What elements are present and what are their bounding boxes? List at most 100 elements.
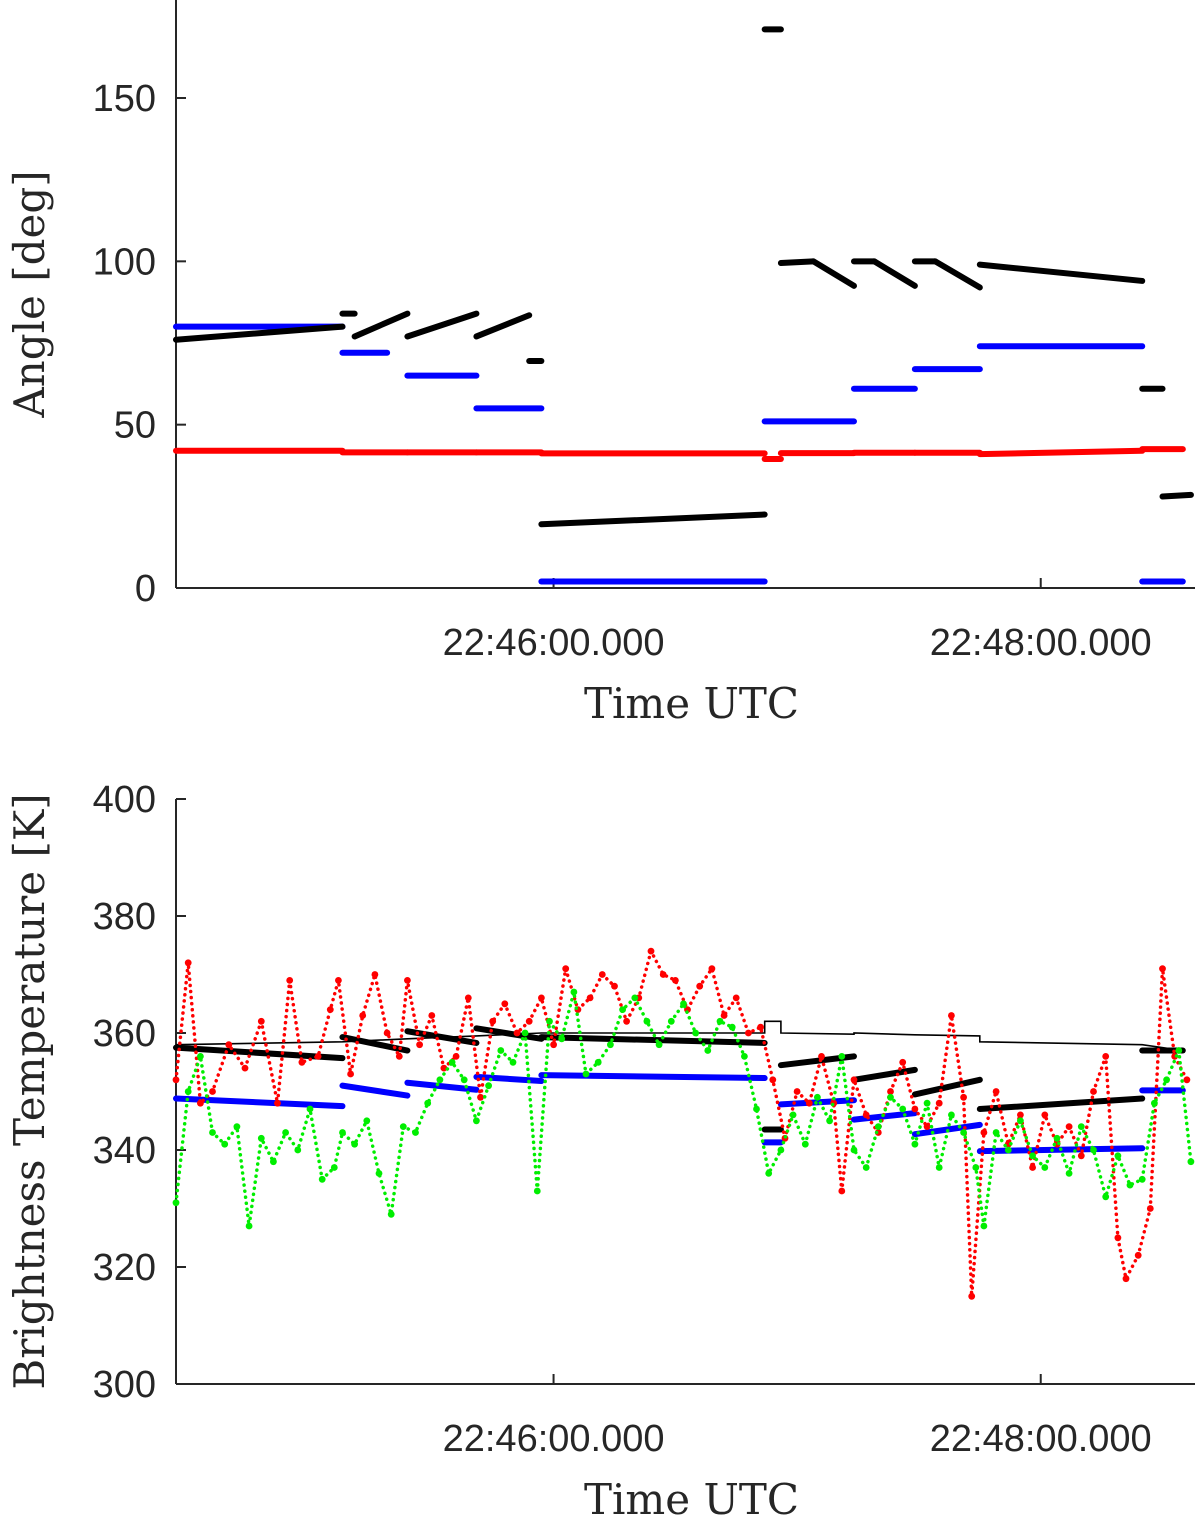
green-series-point xyxy=(911,1140,919,1148)
red-series-point xyxy=(477,1093,484,1101)
red-series-point xyxy=(850,1076,858,1084)
black-series-segment xyxy=(1159,491,1194,500)
red-series-point xyxy=(371,971,379,978)
green-series-point xyxy=(655,1041,663,1049)
black-series-segment xyxy=(173,323,346,343)
green-series-point xyxy=(1090,1146,1097,1154)
green-series-point xyxy=(485,1082,492,1090)
red-series-point xyxy=(335,977,342,984)
green-series-point xyxy=(460,1076,468,1084)
red-series-point xyxy=(197,1099,204,1107)
red-series-point xyxy=(1122,1275,1130,1283)
green-series-point xyxy=(448,1058,456,1066)
red-series-point xyxy=(440,1064,448,1072)
y-tick-label: 100 xyxy=(93,241,156,283)
red-series-point xyxy=(838,1187,846,1195)
green-series-point xyxy=(801,1140,809,1148)
green-series-point xyxy=(570,988,578,996)
x-tick-label: 22:48:00.000 xyxy=(930,622,1152,664)
x-axis-label: Time UTC xyxy=(584,1475,799,1518)
green-series-point xyxy=(257,1134,265,1142)
red-series-point xyxy=(452,1053,460,1060)
green-series-point xyxy=(1004,1146,1012,1154)
green-series-point xyxy=(184,1088,192,1095)
y-tick-label: 380 xyxy=(93,896,156,938)
green-series-point xyxy=(1151,1099,1158,1107)
red-series-point xyxy=(501,1000,509,1008)
plot-area xyxy=(172,947,1195,1300)
green-series-point xyxy=(1102,1193,1110,1201)
green-series-point xyxy=(1163,1076,1170,1084)
green-series-point xyxy=(318,1175,326,1183)
red-series-point xyxy=(1159,965,1166,973)
green-series-point xyxy=(594,1058,602,1066)
red-series-point xyxy=(1029,1164,1036,1171)
red-series-point xyxy=(525,1017,533,1025)
red-series-point xyxy=(1134,1251,1142,1259)
black-series-segment xyxy=(976,1095,1146,1113)
green-series-point xyxy=(667,1017,675,1025)
red-series-point xyxy=(793,1088,801,1095)
plot-area xyxy=(173,26,1194,585)
red-series-point xyxy=(696,982,704,990)
black-series-segment xyxy=(911,1076,983,1098)
y-tick-label: 300 xyxy=(93,1364,156,1406)
green-series-point xyxy=(960,1129,967,1136)
black-series-segment xyxy=(538,1034,768,1046)
red-series-point xyxy=(887,1088,894,1095)
red-series-point xyxy=(659,971,667,978)
green-series-point xyxy=(1065,1170,1073,1177)
y-axis-label: Angle [deg] xyxy=(5,170,54,418)
green-series-point xyxy=(270,1158,277,1166)
green-series-point xyxy=(306,1105,314,1113)
green-series-point xyxy=(777,1146,785,1154)
y-tick-label: 360 xyxy=(93,1013,156,1055)
green-series-point xyxy=(509,1058,517,1066)
y-tick-label: 320 xyxy=(93,1247,156,1289)
red-series-point xyxy=(960,1093,967,1101)
green-series-point xyxy=(992,1129,1000,1136)
green-series-point xyxy=(692,1029,699,1037)
green-series-point xyxy=(862,1164,870,1171)
red-series-point xyxy=(720,1012,728,1019)
black-series-segment xyxy=(976,261,1146,284)
black-series-segment xyxy=(777,258,817,266)
green-series-point xyxy=(1077,1123,1085,1130)
green-series-point xyxy=(1138,1175,1146,1183)
green-series-point xyxy=(765,1170,773,1177)
green-series-point xyxy=(1017,1117,1024,1125)
red-series-point xyxy=(911,1105,919,1113)
red-series-point xyxy=(464,994,472,1002)
green-series-point xyxy=(330,1164,338,1171)
red-series-point xyxy=(347,1070,354,1078)
red-series-point xyxy=(935,1099,943,1107)
red-series-point xyxy=(1146,1205,1154,1212)
x-tick-label: 22:46:00.000 xyxy=(443,622,665,664)
y-tick-label: 340 xyxy=(93,1130,156,1172)
y-tick-label: 400 xyxy=(93,779,156,821)
red-series-point xyxy=(708,965,716,973)
red-series-point xyxy=(805,1099,813,1107)
red-series-point xyxy=(404,977,411,984)
green-series-point xyxy=(972,1164,980,1171)
green-series-point xyxy=(789,1111,797,1119)
x-axis-label: Time UTC xyxy=(584,679,799,728)
red-series-segment xyxy=(976,447,1146,458)
green-series-point xyxy=(221,1140,229,1148)
red-series-point xyxy=(732,994,740,1002)
green-series-point xyxy=(172,1199,180,1207)
green-series-point xyxy=(728,1023,736,1031)
green-series-point xyxy=(1041,1164,1049,1171)
red-series-point xyxy=(314,1053,322,1060)
green-series-point xyxy=(850,1146,858,1154)
green-series-point xyxy=(704,1047,712,1054)
red-series-point xyxy=(1114,1234,1122,1242)
green-series-point xyxy=(436,1076,444,1084)
green-series-point xyxy=(826,1117,833,1125)
red-series-point xyxy=(923,1123,931,1130)
red-series-point xyxy=(416,1041,423,1049)
green-series-point xyxy=(1126,1181,1134,1189)
green-series-point xyxy=(680,1000,687,1008)
red-series-point xyxy=(647,947,655,955)
